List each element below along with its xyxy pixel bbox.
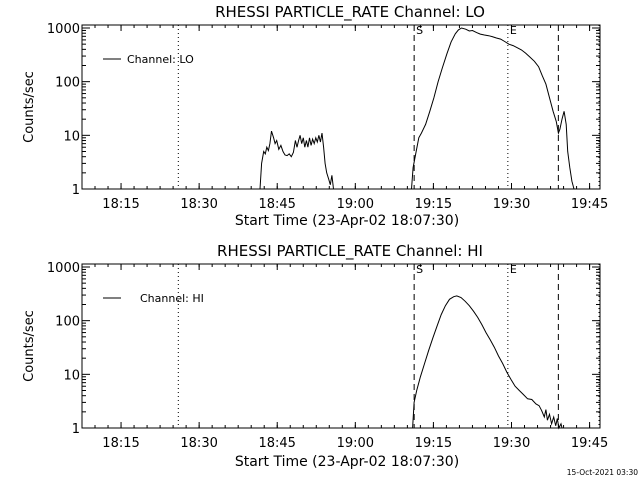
x-tick-label: 19:30 — [493, 436, 530, 451]
panel-lo: RHESSI PARTICLE_RATE Channel: LO 18:15 18… — [22, 3, 608, 229]
x-axis-label: Start Time (23-Apr-02 18:07:30) — [235, 454, 459, 470]
y-tick-label: 1000 — [47, 261, 80, 276]
chart-title: RHESSI PARTICLE_RATE Channel: LO — [215, 3, 485, 22]
x-tick-label: 18:30 — [180, 197, 217, 212]
plot-frame — [81, 24, 601, 190]
legend-label: Channel: LO — [127, 53, 194, 66]
y-axis-label: Counts/sec — [22, 71, 37, 143]
event-marker-label: S — [416, 24, 423, 37]
x-tick-label: 18:15 — [102, 436, 139, 451]
legend-label: Channel: HI — [140, 292, 204, 305]
x-tick-label: 19:00 — [337, 197, 374, 212]
x-tick-label: 18:30 — [180, 436, 217, 451]
plot-frame — [81, 263, 601, 429]
y-tick-label: 100 — [55, 315, 80, 330]
y-tick-label: 10 — [63, 129, 80, 144]
y-tick-label: 1 — [72, 183, 80, 198]
y-axis-label: Counts/sec — [22, 310, 37, 382]
footer-timestamp: 15-Oct-2021 03:30 — [567, 468, 638, 477]
y-tick-label: 1 — [72, 422, 80, 437]
x-tick-label: 19:45 — [571, 436, 608, 451]
x-axis-label: Start Time (23-Apr-02 18:07:30) — [235, 213, 459, 229]
event-marker-label: S — [416, 263, 423, 276]
x-tick-label: 18:45 — [258, 197, 295, 212]
x-tick-label: 19:30 — [493, 197, 530, 212]
chart-title: RHESSI PARTICLE_RATE Channel: HI — [217, 242, 483, 261]
x-tick-label: 18:15 — [102, 197, 139, 212]
x-tick-label: 19:15 — [415, 197, 452, 212]
event-marker-label: E — [510, 24, 517, 37]
x-tick-label: 19:45 — [571, 197, 608, 212]
y-tick-label: 1000 — [47, 22, 80, 37]
panel-hi: RHESSI PARTICLE_RATE Channel: HI 18:15 18… — [22, 242, 608, 470]
event-marker-label: E — [510, 263, 517, 276]
series-line — [411, 27, 575, 190]
x-tick-label: 19:00 — [337, 436, 374, 451]
y-tick-label: 10 — [63, 368, 80, 383]
x-tick-label: 19:15 — [415, 436, 452, 451]
series-line — [412, 295, 563, 430]
y-tick-label: 100 — [55, 76, 80, 91]
series-line — [259, 130, 334, 190]
x-tick-label: 18:45 — [258, 436, 295, 451]
